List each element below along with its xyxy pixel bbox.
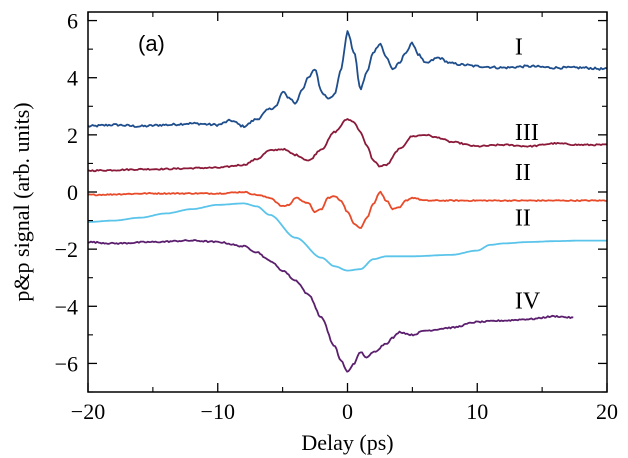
y-tick-label: 6 bbox=[67, 9, 78, 34]
x-tick-label: 20 bbox=[596, 399, 618, 424]
series-label: II bbox=[515, 206, 531, 232]
y-tick-label: 4 bbox=[67, 66, 78, 91]
plot-frame bbox=[87, 11, 608, 393]
x-tick-label: 0 bbox=[342, 399, 353, 424]
y-tick-label: 2 bbox=[67, 123, 78, 148]
x-tick-label: −20 bbox=[71, 399, 105, 424]
series-line-2 bbox=[87, 118, 608, 173]
series-line-1 bbox=[87, 30, 608, 129]
x-axis-title: Delay (ps) bbox=[301, 430, 393, 455]
y-tick-label: −6 bbox=[55, 351, 78, 376]
series-label: I bbox=[515, 34, 523, 60]
y-axis-title: p&p signal (arb. units) bbox=[9, 102, 34, 301]
x-tick-label: −10 bbox=[201, 399, 235, 424]
series-line-3 bbox=[87, 190, 608, 229]
series-label: III bbox=[515, 120, 539, 146]
series-label: IV bbox=[515, 289, 541, 315]
x-tick-label: 10 bbox=[466, 399, 488, 424]
y-tick-label: −4 bbox=[55, 294, 78, 319]
series-line-4 bbox=[88, 202, 607, 272]
panel-label: (a) bbox=[138, 31, 165, 56]
series-label: II bbox=[515, 160, 531, 186]
series-layer bbox=[87, 30, 608, 373]
y-tick-label: 0 bbox=[67, 180, 78, 205]
series-line-5 bbox=[87, 239, 574, 373]
y-tick-label: −2 bbox=[55, 237, 78, 262]
